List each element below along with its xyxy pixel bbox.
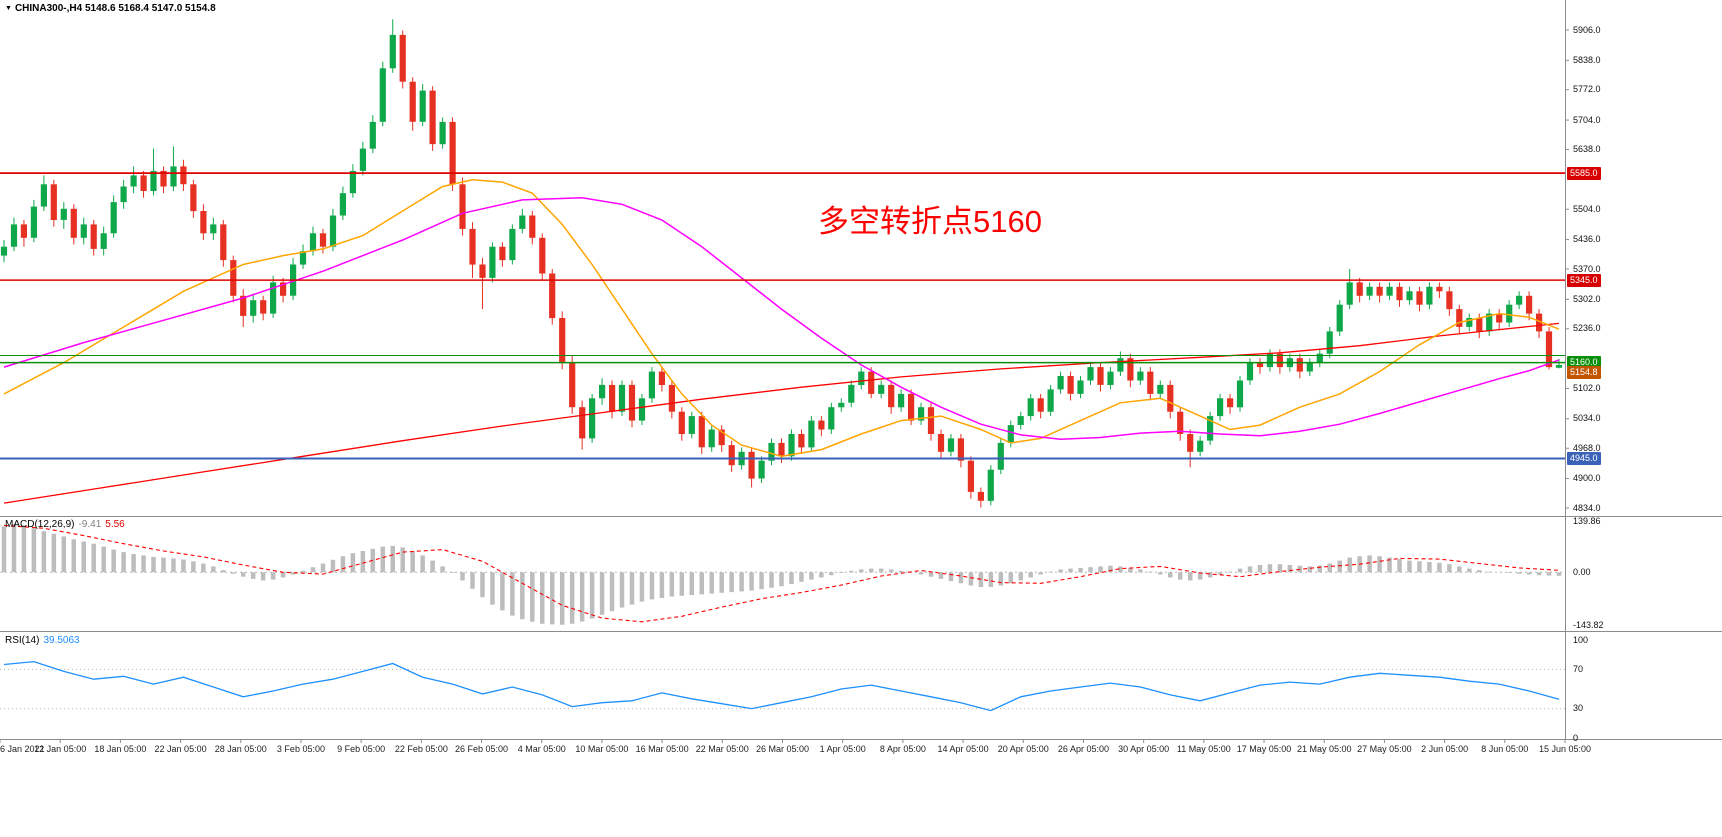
time-axis-label: 4 Mar 05:00 [517, 744, 566, 754]
macd-tick-label: -143.82 [1573, 619, 1604, 630]
time-axis-label: 8 Jun 05:00 [1481, 744, 1529, 754]
price-tick-label: 5436.0 [1573, 234, 1601, 245]
time-axis-label: 6 Jan 2021 [0, 744, 45, 754]
symbol-ohlc-values: 5148.6 5168.4 5147.0 5154.8 [84, 3, 216, 14]
price-level-badge: 4945.0 [1567, 452, 1601, 465]
time-axis[interactable]: 6 Jan 2021 12 Jan 05:00 18 Jan 05:00 22 Jan… [0, 741, 1722, 759]
time-axis-label: 22 Jan 05:00 [154, 744, 207, 754]
time-axis-label: 9 Feb 05:00 [337, 744, 386, 754]
price-tick-label: 5504.0 [1573, 203, 1601, 214]
time-axis-label: 8 Apr 05:00 [879, 744, 926, 754]
time-axis-label: 30 Apr 05:00 [1118, 744, 1170, 754]
symbol-ohlc-label: ▼ CHINA300-,H4 5148.6 5168.4 5147.0 5154.… [5, 3, 216, 14]
chart-canvas[interactable] [0, 0, 1722, 760]
time-axis-label: 26 Feb 05:00 [455, 744, 509, 754]
chart-annotation-text: 多空转折点5160 [818, 204, 1042, 239]
price-tick-label: 5302.0 [1573, 293, 1601, 304]
macd-tick-label: 0.00 [1573, 566, 1591, 577]
macd-value-signal: 5.56 [105, 519, 125, 530]
time-axis-label: 26 Apr 05:00 [1057, 744, 1109, 754]
rsi-tick-label: 0 [1573, 732, 1579, 743]
macd-name: MACD(12,26,9) [5, 519, 75, 530]
symbol-name: CHINA300-,H4 [14, 3, 83, 14]
rsi-tick-label: 30 [1573, 703, 1584, 714]
time-axis-label: 28 Jan 05:00 [214, 744, 267, 754]
time-axis-label: 27 May 05:00 [1357, 744, 1412, 754]
rsi-tick-label: 70 [1573, 663, 1584, 674]
rsi-value: 39.5063 [43, 635, 80, 646]
time-axis-label: 15 Jun 05:00 [1538, 744, 1592, 754]
price-tick-label: 5638.0 [1573, 144, 1601, 154]
time-axis-label: 10 Mar 05:00 [575, 744, 629, 754]
time-axis-label: 16 Mar 05:00 [635, 744, 689, 754]
macd-tick-label: 139.86 [1573, 515, 1601, 526]
macd-indicator-label: MACD(12,26,9) -9.41 5.56 [5, 519, 125, 530]
price-tick-label: 5906.0 [1573, 24, 1601, 35]
rsi-indicator-label: RSI(14) 39.5063 [5, 635, 80, 646]
price-level-badge: 5154.8 [1567, 366, 1601, 380]
price-tick-label: 4968.0 [1573, 442, 1601, 453]
time-axis-label: 1 Apr 05:00 [819, 744, 866, 754]
price-tick-label: 5704.0 [1573, 114, 1601, 125]
price-tick-label: 5838.0 [1573, 54, 1601, 65]
price-level-badge: 5345.0 [1567, 273, 1601, 287]
time-axis-label: 11 May 05:00 [1176, 744, 1231, 754]
price-level-badge: 5160.0 [1567, 356, 1601, 370]
time-axis-label: 3 Feb 05:00 [276, 744, 325, 754]
price-tick-label: 4900.0 [1573, 473, 1601, 484]
time-axis-label: 2 Jun 05:00 [1421, 744, 1469, 754]
time-axis-label: 20 Apr 05:00 [997, 744, 1049, 754]
symbol-marker-icon: ▼ [5, 5, 12, 12]
price-tick-label: 5034.0 [1573, 413, 1601, 424]
price-tick-label: 4834.0 [1573, 502, 1601, 513]
time-axis-label: 12 Jan 05:00 [34, 744, 87, 754]
rsi-tick-label: 100 [1573, 634, 1589, 645]
time-axis-label: 18 Jan 05:00 [94, 744, 147, 754]
price-tick-label: 5236.0 [1573, 323, 1601, 334]
time-axis-label: 26 Mar 05:00 [755, 744, 810, 754]
price-tick-label: 5772.0 [1573, 84, 1601, 95]
time-axis-label: 22 Feb 05:00 [394, 744, 448, 754]
time-axis-label: 17 May 05:00 [1236, 744, 1292, 754]
price-axis-column[interactable]: 5906.0 5838.0 5772.0 5704.0 5638.0 5504.0 5436… [1566, 0, 1722, 743]
price-tick-label: 5370.0 [1573, 263, 1601, 274]
price-tick-label: 5102.0 [1573, 383, 1601, 393]
time-axis-label: 22 Mar 05:00 [695, 744, 749, 754]
time-axis-label: 21 May 05:00 [1296, 744, 1352, 754]
time-axis-label: 14 Apr 05:00 [937, 744, 989, 754]
macd-value-main: -9.41 [78, 519, 102, 530]
rsi-name: RSI(14) [5, 635, 40, 646]
price-level-badge: 5585.0 [1567, 166, 1601, 180]
